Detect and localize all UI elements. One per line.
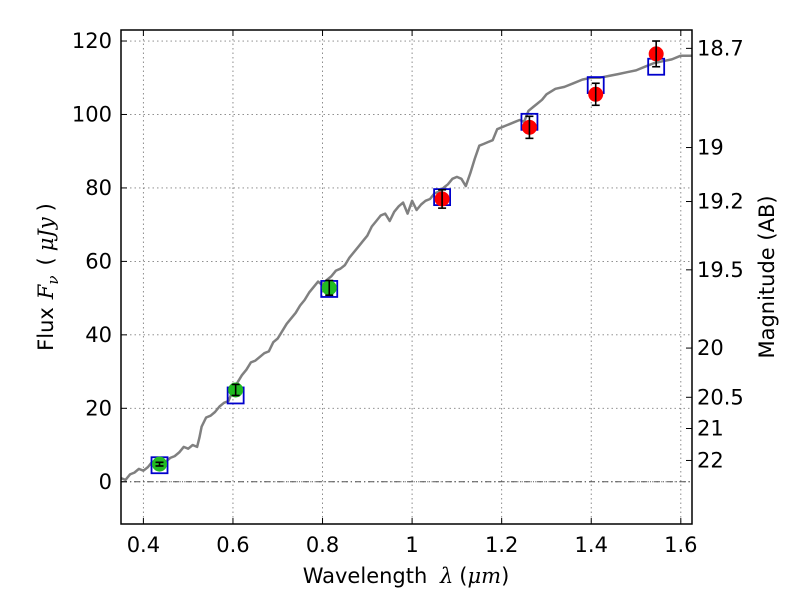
- x-tick-label: 1.6: [664, 533, 697, 557]
- x-tick-label: 0.8: [306, 533, 339, 557]
- y2-tick-label: 21: [697, 417, 724, 441]
- x-tick-label: 1.2: [485, 533, 518, 557]
- y-tick-label: 120: [72, 29, 112, 53]
- y-axis-title: FluxFν(μJy): [34, 203, 62, 351]
- points-layer: [150, 40, 666, 475]
- plot-frame: [120, 29, 693, 525]
- y-axis-title-symbol: F: [34, 283, 58, 300]
- labels-layer: 0.4 0.6 0.8 1 1.2 1.4 1.6 0 20 40 60 80 100 120 18.7 19…: [72, 29, 744, 557]
- ticks-layer: [121, 30, 692, 524]
- y2-tick-label: 20: [697, 336, 724, 360]
- x-axis-title-unit: μm: [468, 564, 502, 588]
- x-tick-label: 0.6: [216, 533, 249, 557]
- y-tick-label: 40: [85, 323, 112, 347]
- y-tick-label: 100: [72, 102, 112, 126]
- y2-tick-label: 19: [697, 136, 724, 160]
- model-spectrum-line: [120, 54, 692, 482]
- model-layer: [120, 54, 692, 482]
- y-tick-label: 60: [85, 249, 112, 273]
- x-axis-title-text: Wavelength: [303, 564, 428, 588]
- x-tick-label: 0.4: [127, 533, 160, 557]
- y2-tick-label: 20.5: [697, 385, 744, 409]
- x-axis-title: Wavelength λ (μm): [303, 564, 510, 588]
- x-tick-label: 1.4: [575, 533, 608, 557]
- x-axis-title-symbol: λ: [439, 564, 453, 588]
- y2-tick-label: 22: [697, 448, 724, 472]
- y-axis-title-unit: μJy: [34, 216, 58, 251]
- y-tick-label: 0: [99, 470, 112, 494]
- y2-tick-label: 18.7: [697, 36, 744, 60]
- y2-axis-title: Magnitude (AB): [755, 195, 779, 358]
- y2-tick-label: 19.2: [697, 190, 744, 214]
- y-tick-label: 80: [85, 176, 112, 200]
- y-axis-title-text: Flux: [34, 307, 58, 351]
- y-tick-label: 20: [85, 396, 112, 420]
- y2-tick-label: 19.5: [697, 258, 744, 282]
- x-tick-label: 1: [405, 533, 418, 557]
